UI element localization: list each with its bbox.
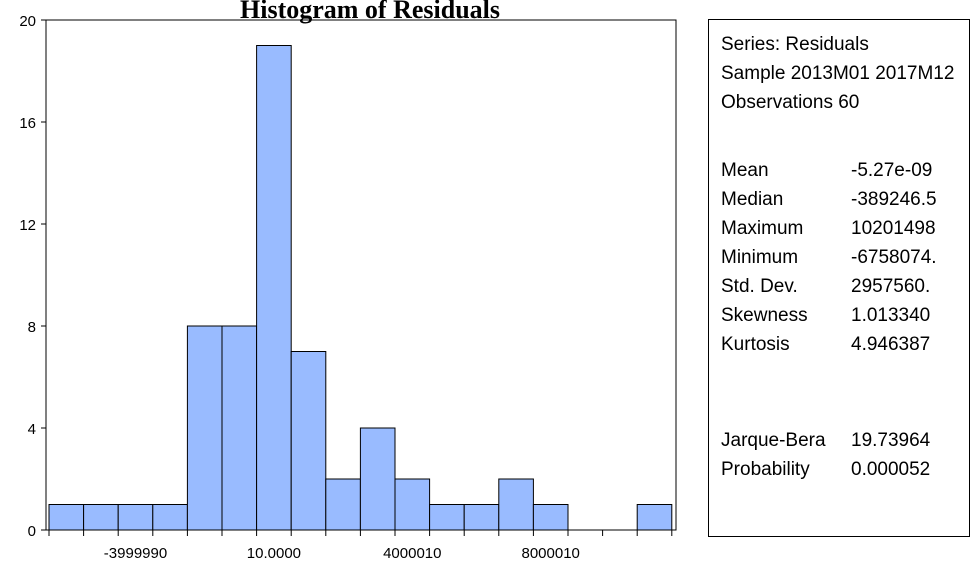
histogram-bars (48, 45, 673, 531)
x-tick-label: 8000010 (521, 545, 579, 562)
plot-frame (45, 19, 677, 531)
y-tick-label: 8 (28, 319, 36, 336)
y-tick-label: 20 (19, 13, 36, 30)
y-axis: 0 4 8 12 16 20 (19, 13, 46, 540)
histogram-bar (463, 504, 500, 531)
stats-label: Probability (721, 459, 810, 480)
stats-sample: Sample 2013M01 2017M12 (721, 63, 955, 84)
x-axis: -3999990 10.0000 4000010 8000010 (48, 530, 673, 562)
histogram-bar (152, 504, 188, 531)
histogram-bar (325, 478, 361, 531)
histogram-bar (498, 478, 534, 531)
stats-value: 4.946387 (851, 334, 931, 355)
x-tick-label: 10.0000 (247, 545, 301, 562)
stats-value: -389246.5 (851, 189, 937, 210)
histogram-bar (83, 504, 119, 531)
histogram-bar (429, 504, 465, 531)
y-tick-label: 4 (28, 421, 36, 438)
stats-value: 1.013340 (851, 305, 931, 326)
stats-label: Skewness (721, 305, 808, 326)
stats-value: 19.73964 (851, 430, 931, 451)
histogram-bar (256, 45, 292, 531)
stats-label: Kurtosis (721, 334, 790, 355)
histogram-bar (636, 504, 673, 531)
stats-label: Std. Dev. (721, 276, 798, 297)
stats-label: Maximum (721, 218, 804, 239)
x-tick-label: 4000010 (383, 545, 441, 562)
histogram-bar (186, 325, 223, 531)
histogram-bar (117, 504, 154, 531)
histogram-bar (48, 504, 85, 531)
stats-value: -5.27e-09 (851, 160, 933, 181)
x-tick-label: -3999990 (104, 545, 167, 562)
stats-label: Median (721, 189, 784, 210)
stats-value: 2957560. (851, 276, 931, 297)
y-tick-label: 12 (19, 217, 36, 234)
histogram-bar (394, 478, 431, 531)
stats-label: Mean (721, 160, 769, 181)
y-tick-label: 0 (28, 523, 36, 540)
histogram-bar (290, 351, 327, 531)
stats-observations: Observations 60 (721, 92, 860, 113)
y-tick-label: 16 (19, 115, 36, 132)
stats-panel: Series: Residuals Sample 2013M01 2017M12… (708, 19, 970, 537)
stats-value: 0.000052 (851, 459, 931, 480)
histogram-bar (532, 504, 569, 531)
stats-label: Minimum (721, 247, 799, 268)
stats-label: Jarque-Bera (721, 430, 826, 451)
stats-series: Series: Residuals (721, 34, 869, 55)
stats-value: -6758074. (851, 247, 937, 268)
histogram-bar (359, 427, 396, 531)
stats-value: 10201498 (851, 218, 936, 239)
histogram-bar (221, 325, 258, 531)
